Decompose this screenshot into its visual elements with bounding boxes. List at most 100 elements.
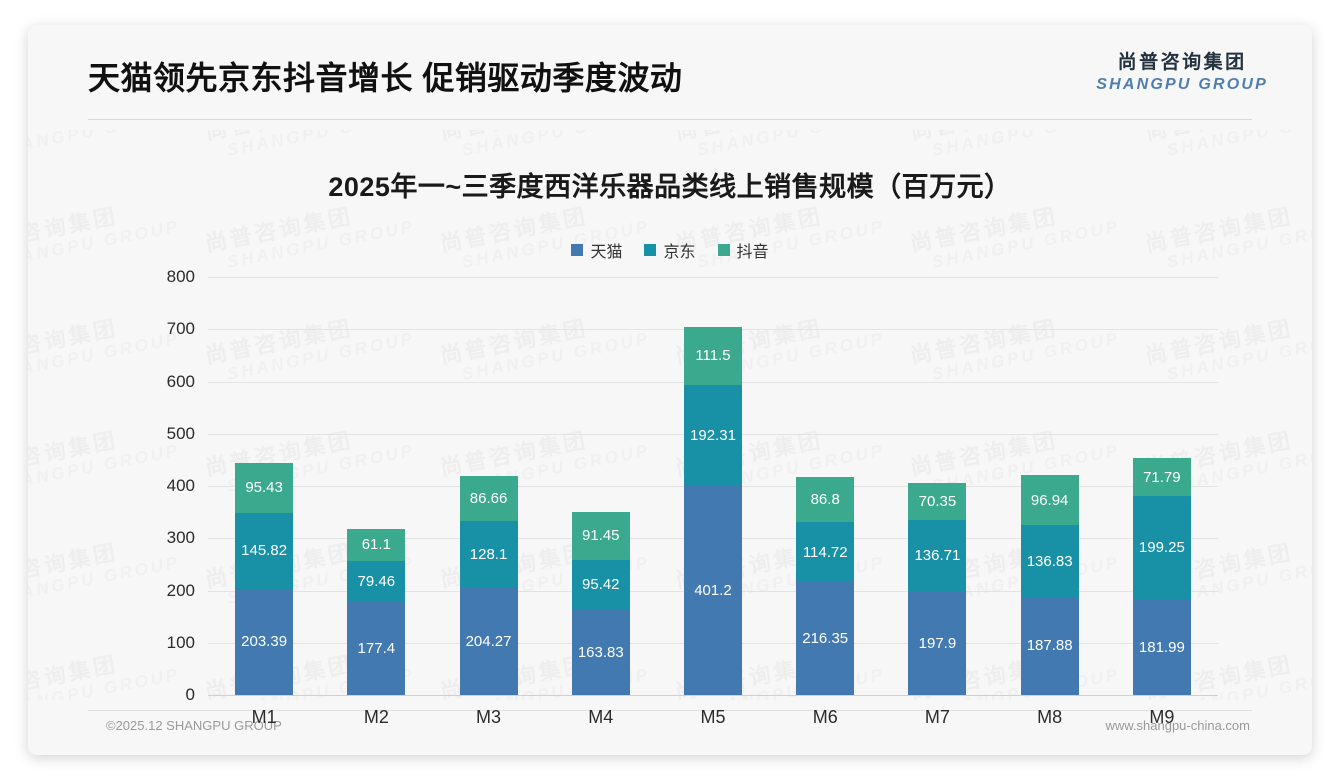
legend-swatch-icon	[717, 244, 730, 256]
bar-value-label: 71.79	[1143, 468, 1181, 486]
bar-group-M9[interactable]: 71.79 199.25 181.99 M9	[1132, 458, 1191, 727]
x-axis-tick-label: M8	[1037, 707, 1063, 727]
bar-segment-天猫[interactable]: 197.9	[908, 591, 967, 695]
watermark-english-text: SHANGPU GROUP	[225, 130, 417, 161]
bar-segment-京东[interactable]: 128.1	[459, 521, 518, 589]
bar-value-label: 86.66	[469, 490, 508, 508]
bar-group-M3[interactable]: 86.66 128.1 204.27 M3	[459, 476, 518, 727]
headline: 天猫领先京东抖音增长 促销驱动季度波动	[88, 60, 683, 96]
bar-segment-天猫[interactable]: 216.35	[796, 581, 855, 695]
bar-segment-抖音[interactable]: 61.1	[347, 528, 406, 561]
bar-segment-抖音[interactable]: 86.66	[459, 476, 518, 522]
bar-value-label: 199.25	[1138, 539, 1185, 557]
bar-segment-京东[interactable]: 145.82	[235, 512, 294, 589]
bar-segment-抖音[interactable]: 71.79	[1132, 458, 1191, 496]
slide-card: 天猫领先京东抖音增长 促销驱动季度波动 尚普咨询集团 SHANGPU GROUP…	[28, 25, 1312, 755]
legend-item-京东[interactable]: 京东	[644, 238, 696, 262]
y-axis-tick-label: 500	[166, 423, 195, 443]
bar-value-label: 95.42	[581, 575, 620, 593]
bar-group-M2[interactable]: 61.1 79.46 177.4 M2	[347, 528, 406, 727]
watermark-english-text: SHANGPU GROUP	[28, 440, 182, 497]
bar-value-label: 136.83	[1026, 552, 1073, 570]
bar-group-M6[interactable]: 86.8 114.72 216.35 M6	[796, 476, 855, 727]
chart-legend: 天猫 京东 抖音	[28, 238, 1312, 262]
watermark-english-text: SHANGPU GROUP	[28, 328, 182, 385]
footer-website: www.shangpu-china.com	[1105, 718, 1250, 733]
bar-value-label: 86.8	[810, 490, 840, 508]
bar-value-label: 187.88	[1026, 637, 1073, 655]
watermark-chinese-text: 尚普咨询集团	[908, 130, 1118, 145]
legend-label: 抖音	[736, 244, 769, 261]
bar-segment-抖音[interactable]: 95.43	[235, 462, 294, 513]
bar-segment-京东[interactable]: 79.46	[347, 560, 406, 603]
logo-chinese-text: 尚普咨询集团	[1117, 52, 1247, 73]
bar-segment-抖音[interactable]: 70.35	[908, 483, 967, 521]
bar-segment-抖音[interactable]: 96.94	[1020, 474, 1079, 526]
bar-segment-抖音[interactable]: 86.8	[796, 476, 855, 523]
footer-divider	[88, 710, 1252, 711]
bar-segment-抖音[interactable]: 91.45	[571, 511, 630, 560]
legend-swatch-icon	[571, 244, 584, 256]
bar-group-M5[interactable]: 111.5 192.31 401.2 M5	[683, 326, 742, 727]
y-axis-tick-label: 400	[166, 476, 195, 495]
bar-value-label: 95.43	[245, 479, 283, 497]
watermark-chinese-text: 尚普咨询集团	[1143, 130, 1312, 145]
bar-value-label: 79.46	[357, 573, 396, 591]
chart-plot-area: 800 700 600 500 400 300 200 100 0 95.43 145.82 203…	[167, 267, 1218, 727]
bar-value-label: 128.1	[469, 546, 508, 564]
bar-value-label: 136.71	[914, 547, 961, 565]
bar-value-label: 70.35	[918, 493, 957, 511]
x-axis-tick-label: M3	[476, 707, 502, 727]
watermark-chinese-text: 尚普咨询集团	[673, 130, 883, 145]
legend-label: 天猫	[590, 244, 623, 261]
y-axis-tick-label: 200	[166, 580, 195, 600]
bar-value-label: 204.27	[465, 633, 512, 651]
bar-segment-京东[interactable]: 95.42	[571, 559, 630, 610]
y-axis-tick-label: 700	[166, 319, 195, 339]
bar-value-label: 197.9	[918, 634, 957, 652]
bar-group-M7[interactable]: 70.35 136.71 197.9 M7	[908, 483, 967, 727]
bar-segment-天猫[interactable]: 181.99	[1132, 599, 1191, 695]
watermark-chinese-text: 尚普咨询集团	[28, 427, 121, 481]
legend-item-抖音[interactable]: 抖音	[717, 238, 769, 262]
watermark-english-text: SHANGPU GROUP	[1165, 130, 1312, 161]
y-axis-tick-label: 0	[185, 685, 195, 704]
x-axis-tick-label: M7	[924, 707, 950, 727]
watermark-english-text: SHANGPU GROUP	[930, 130, 1122, 161]
bar-segment-京东[interactable]: 136.83	[1020, 525, 1079, 597]
bar-segment-天猫[interactable]: 163.83	[571, 609, 630, 695]
bar-value-label: 114.72	[802, 543, 848, 561]
bar-segment-京东[interactable]: 114.72	[796, 522, 855, 582]
legend-item-天猫[interactable]: 天猫	[571, 238, 622, 262]
watermark-english-text: SHANGPU GROUP	[695, 130, 887, 161]
bar-group-M4[interactable]: 91.45 95.42 163.83 M4	[571, 511, 630, 727]
bar-segment-天猫[interactable]: 203.39	[235, 588, 294, 695]
logo-english-text: SHANGPU GROUP	[1096, 76, 1268, 93]
bar-segment-抖音[interactable]: 111.5	[683, 326, 742, 385]
bar-segment-京东[interactable]: 199.25	[1132, 495, 1191, 600]
bar-value-label: 216.35	[802, 629, 849, 647]
bar-value-label: 163.83	[577, 643, 624, 661]
slide-header: 天猫领先京东抖音增长 促销驱动季度波动 尚普咨询集团 SHANGPU GROUP	[28, 25, 1312, 120]
bar-segment-天猫[interactable]: 401.2	[683, 485, 742, 695]
y-axis-tick-label: 600	[166, 371, 195, 391]
bar-segment-京东[interactable]: 136.71	[908, 520, 967, 592]
bar-segment-天猫[interactable]: 177.4	[347, 602, 406, 695]
watermark-chinese-text: 尚普咨询集团	[28, 315, 121, 369]
bar-segment-天猫[interactable]: 204.27	[459, 588, 518, 695]
bar-segment-天猫[interactable]: 187.88	[1020, 596, 1079, 695]
bar-group-M8[interactable]: 96.94 136.83 187.88 M8	[1020, 474, 1079, 727]
x-axis-tick-label: M5	[700, 707, 726, 727]
x-axis-tick-label: M1	[251, 707, 277, 727]
watermark-chinese-text: 尚普咨询集团	[438, 130, 648, 145]
bar-segment-京东[interactable]: 192.31	[683, 384, 742, 486]
bar-group-M1[interactable]: 95.43 145.82 203.39 M1	[235, 462, 294, 727]
x-axis-tick-label: M2	[363, 707, 389, 727]
